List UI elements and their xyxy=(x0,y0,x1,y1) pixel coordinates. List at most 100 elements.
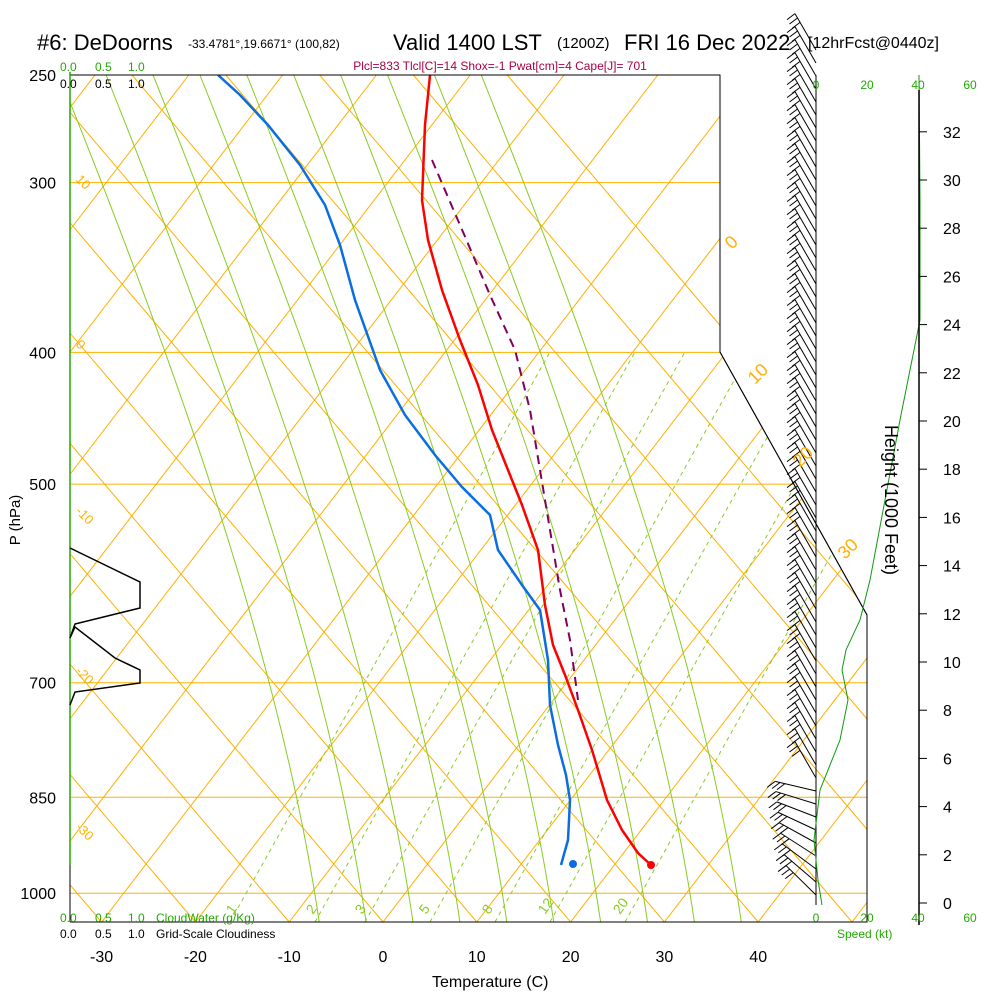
wind-barb-flag xyxy=(789,563,798,571)
wind-barb-flag xyxy=(781,868,790,876)
wind-barb-flag xyxy=(789,745,798,753)
height-label: 28 xyxy=(943,221,961,238)
cloudwater-bottom-0: 0.0 xyxy=(60,911,77,925)
wind-barb-flag xyxy=(786,169,796,177)
wind-barb-flag xyxy=(789,420,798,428)
wind-barb-staff xyxy=(778,822,817,844)
wind-barb-flag xyxy=(789,667,798,675)
wind-barb-staff xyxy=(794,676,817,714)
wind-barb-flag xyxy=(786,312,796,320)
wind-barb-staff xyxy=(794,195,817,233)
height-label: 4 xyxy=(943,800,952,817)
wind-barb-staff xyxy=(794,169,817,207)
wind-barb-staff xyxy=(794,130,817,168)
wind-barb xyxy=(786,741,817,779)
wind-barb-flag xyxy=(789,511,798,519)
wind-barb-staff xyxy=(794,338,817,376)
wind-barb-flag xyxy=(789,108,798,116)
station-coords: -33.4781°,19.6671° (100,82) xyxy=(188,37,340,51)
wind-barb-flag xyxy=(789,472,798,480)
wind-barb-staff xyxy=(780,832,817,857)
wind-barb-flag xyxy=(775,824,784,832)
cloudiness-profile xyxy=(69,547,141,706)
cloudwater-label: CloudWater (g/Kg) xyxy=(156,911,255,925)
wind-barb xyxy=(786,572,817,610)
isotherm-line xyxy=(664,75,867,922)
wind-barb-flag xyxy=(768,801,778,809)
wind-barb-flag xyxy=(786,130,796,138)
wind-barb-staff xyxy=(794,416,817,454)
temperature-tick-label: 40 xyxy=(749,949,767,966)
temperature-profile xyxy=(420,75,652,866)
wind-barb-flag xyxy=(789,290,798,298)
wind-barb-flag xyxy=(786,195,796,203)
wind-barb-staff xyxy=(794,182,817,220)
temperature-tick-labels: -30 -20 -10 0 10 20 30 40 xyxy=(90,949,767,966)
wind-barb-flag xyxy=(789,342,798,350)
wind-barb xyxy=(786,520,817,558)
wind-barb-flag xyxy=(791,749,801,757)
wind-barb-staff xyxy=(794,312,817,350)
isotherm-line xyxy=(101,75,752,922)
cloudwater-bottom-05: 0.5 xyxy=(95,911,112,925)
forecast-info: [12hrFcst@0440z] xyxy=(808,35,939,52)
wind-barb xyxy=(786,338,817,376)
wind-barb-flag xyxy=(779,857,789,865)
wind-barb-flag xyxy=(786,650,796,658)
wind-barb-flag xyxy=(789,82,798,90)
wind-barb-staff xyxy=(794,468,817,506)
wind-barb-flag xyxy=(789,485,798,493)
wind-barb-flag xyxy=(789,173,798,181)
wind-barb xyxy=(786,182,817,220)
wind-barb-flag xyxy=(789,147,798,155)
wind-barb-staff xyxy=(776,801,817,818)
wind-barb-flag xyxy=(786,546,796,554)
wind-barb-staff xyxy=(794,156,817,194)
pressure-label: 850 xyxy=(29,790,56,807)
height-label: 30 xyxy=(943,173,961,190)
wind-barb-staff xyxy=(794,702,817,740)
wind-barb-flag xyxy=(789,43,798,51)
speed-profile xyxy=(813,74,921,906)
wind-barb xyxy=(772,832,817,857)
dry-adiabat-line xyxy=(319,75,867,922)
cloudiness-bottom-0: 0.0 xyxy=(60,927,77,941)
station-name: #6: DeDoorns xyxy=(37,30,173,55)
wind-barb-staff xyxy=(794,104,817,142)
surface-dewpoint-marker xyxy=(569,860,577,868)
wind-barb-flag xyxy=(789,316,798,324)
wind-barb-flag xyxy=(786,416,796,424)
wind-barb-flag xyxy=(789,225,798,233)
cloudwater-bottom-1: 1.0 xyxy=(128,911,145,925)
dry-adiabat-line xyxy=(70,75,571,922)
moist-adiabat-line xyxy=(246,75,508,922)
wind-barb-staff xyxy=(785,865,817,896)
wind-barb-staff xyxy=(794,611,817,649)
cloudiness-top-1: 1.0 xyxy=(128,77,145,91)
wind-barb-flag xyxy=(777,794,786,801)
wind-barb-staff xyxy=(794,455,817,493)
wind-barb-flag xyxy=(786,663,796,671)
wind-barb-staff xyxy=(794,78,817,116)
wind-barb-flag xyxy=(786,468,796,476)
wind-barb-flag xyxy=(786,65,796,73)
wind-barb-staff xyxy=(794,715,817,753)
wind-barb-staff xyxy=(794,572,817,610)
wind-barb-staff xyxy=(794,325,817,363)
wind-barb-staff xyxy=(794,546,817,584)
mixing-ratio-line xyxy=(229,351,551,922)
y-axis-title: P (hPa) xyxy=(7,495,24,546)
moist-adiabat-line xyxy=(152,75,414,922)
wind-barb-flag xyxy=(786,364,796,372)
wind-barb-flag xyxy=(786,156,796,164)
speed-label: Speed (kt) xyxy=(837,927,892,941)
wind-barb-flag xyxy=(789,641,798,649)
valid-date: FRI 16 Dec 2022 xyxy=(624,30,790,55)
wind-barb-staff xyxy=(794,234,817,272)
wind-barb-flag xyxy=(789,394,798,402)
wind-barb-staff xyxy=(794,117,817,155)
moist-adiabat-line xyxy=(387,75,648,922)
wind-barb-staff xyxy=(794,208,817,246)
wind-barb-flag xyxy=(789,524,798,532)
wind-barb-flag xyxy=(778,846,787,854)
